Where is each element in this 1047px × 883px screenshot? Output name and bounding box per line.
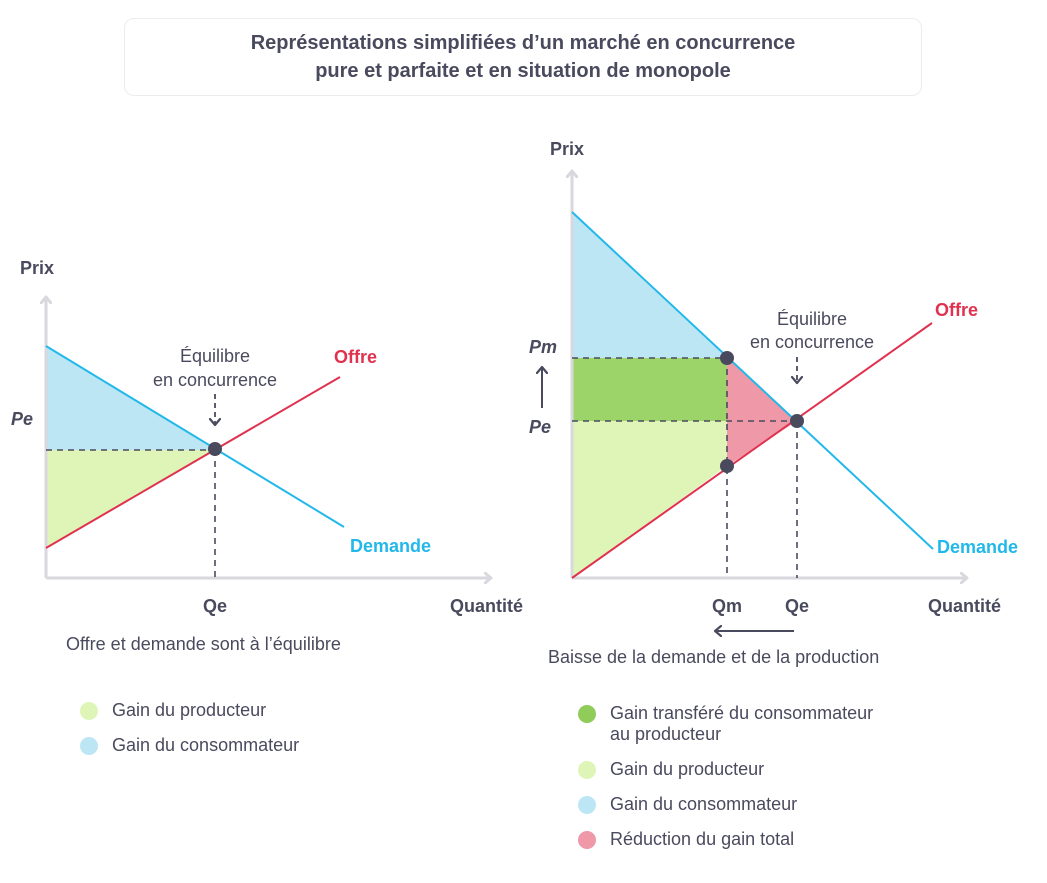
right-equilibrium-point — [790, 414, 804, 428]
left-pe-label: Pe — [11, 409, 33, 429]
right-demand-curve — [571, 211, 934, 550]
left-equilibrium-label-1: Équilibre — [180, 346, 250, 366]
left-demand-curve — [45, 345, 345, 528]
right-supply-label: Offre — [935, 300, 978, 320]
left-x-axis-label: Quantité — [450, 596, 523, 616]
left-legend-item: Gain du consommateur — [80, 735, 299, 756]
right-transferred-surplus-area — [572, 358, 727, 421]
right-y-axis-label: Prix — [550, 139, 584, 159]
right-legend-item: Gain du consommateur — [578, 794, 873, 815]
right-legend-consumer-swatch — [578, 796, 596, 814]
left-y-axis-label: Prix — [20, 258, 54, 278]
left-equilibrium-point — [208, 442, 222, 456]
right-demand-label: Demande — [937, 537, 1018, 557]
right-diagram: Prix Quantité Pm Pe Qm Qe Offre Demande … — [529, 139, 1018, 631]
right-legend-item: Gain transféré du consommateur au produc… — [578, 703, 873, 745]
title-box: Représentations simplifiées d’un marché … — [124, 18, 922, 96]
right-legend-label-line-1: Gain transféré du consommateur — [610, 703, 874, 723]
right-deadweight-loss-area — [727, 358, 797, 466]
title-line-1: Représentations simplifiées d’un marché … — [250, 32, 796, 54]
right-caption: Baisse de la demande et de la production — [548, 647, 880, 667]
right-legend: Gain transféré du consommateur au produc… — [578, 703, 873, 864]
right-legend-item: Gain du producteur — [578, 759, 873, 780]
left-legend-producer-swatch — [80, 702, 98, 720]
right-legend-label-line-2: au producteur — [610, 724, 722, 744]
left-legend-label: Gain du producteur — [112, 700, 267, 720]
right-legend-label: Réduction du gain total — [610, 829, 795, 849]
right-monopoly-cost-point — [720, 459, 734, 473]
left-diagram: Prix Quantité Pe Qe Offre Demande Équili… — [11, 258, 523, 616]
right-qe-label: Qe — [785, 596, 809, 616]
right-pe-label: Pe — [529, 417, 551, 437]
right-monopoly-price-point — [720, 351, 734, 365]
left-legend-label: Gain du consommateur — [112, 735, 300, 755]
right-legend-item: Réduction du gain total — [578, 829, 873, 850]
right-legend-producer-swatch — [578, 761, 596, 779]
left-legend: Gain du producteur Gain du consommateur — [80, 700, 299, 770]
right-legend-deadweight-swatch — [578, 831, 596, 849]
left-supply-curve — [45, 376, 341, 549]
left-equilibrium-label-2: en concurrence — [153, 370, 277, 390]
right-legend-label: Gain du consommateur — [610, 794, 798, 814]
right-supply-curve — [571, 322, 933, 579]
right-equilibrium-label-1: Équilibre — [777, 309, 847, 329]
left-demand-label: Demande — [350, 536, 431, 556]
right-legend-transferred-swatch — [578, 705, 596, 723]
right-x-axis-label: Quantité — [928, 596, 1001, 616]
right-equilibrium-label-2: en concurrence — [750, 332, 874, 352]
title-line-2: pure et parfaite et en situation de mono… — [315, 60, 731, 82]
left-qe-label: Qe — [203, 596, 227, 616]
left-supply-label: Offre — [334, 347, 377, 367]
right-pm-label: Pm — [529, 337, 557, 357]
right-legend-label: Gain transféré du consommateur au produc… — [610, 703, 873, 745]
right-qm-label: Qm — [712, 596, 742, 616]
left-caption: Offre et demande sont à l’équilibre — [66, 634, 341, 654]
left-legend-item: Gain du producteur — [80, 700, 299, 721]
right-producer-surplus-area — [572, 421, 727, 578]
left-legend-consumer-swatch — [80, 737, 98, 755]
right-legend-label: Gain du producteur — [610, 759, 765, 779]
